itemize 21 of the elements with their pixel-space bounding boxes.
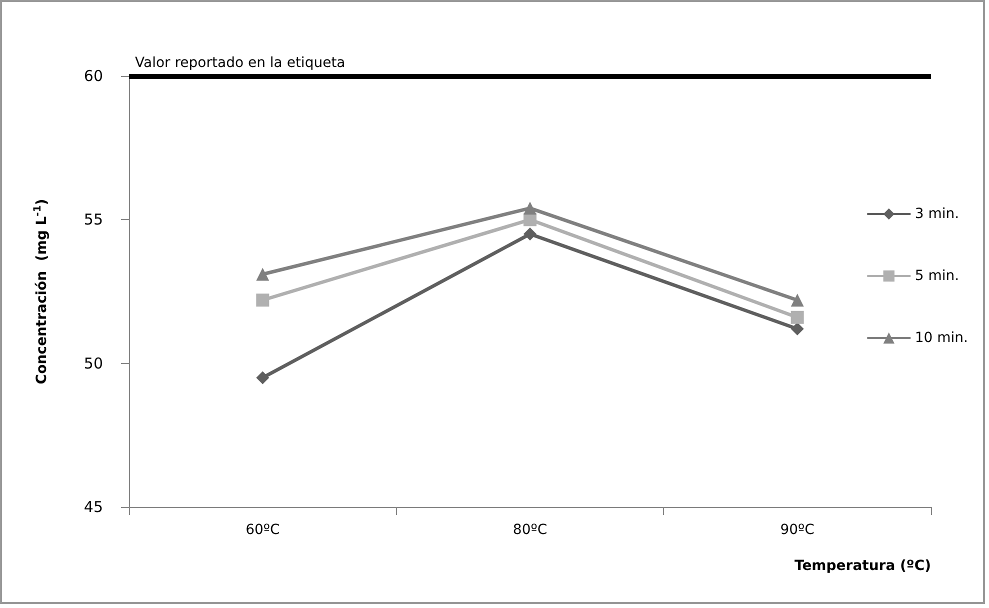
point [524,202,536,215]
y-axis-title: Concentración (mg L-1) [32,198,50,384]
y-tick-label: 55 [84,210,103,229]
point [256,371,270,384]
y-tick-label: 50 [84,354,103,372]
point [256,294,270,307]
legend-label: 10 min. [914,330,968,346]
y-tick-label: 45 [84,498,103,516]
x-axis-title: Temperatura (ºC) [794,558,931,574]
x-tick-label: 60ºC [246,522,280,538]
ref-line-label: Valor reportado en la etiqueta [135,55,346,71]
point [790,294,804,307]
legend-label: 5 min. [914,268,960,284]
point [256,268,270,281]
point [790,322,804,336]
point [524,228,536,241]
x-tick-label: 80ºC [512,522,548,538]
legend-label: 3 min. [914,206,960,222]
y-tick-label: 60 [84,67,103,85]
point [790,310,804,324]
x-tick-label: 90ºC [780,522,815,538]
